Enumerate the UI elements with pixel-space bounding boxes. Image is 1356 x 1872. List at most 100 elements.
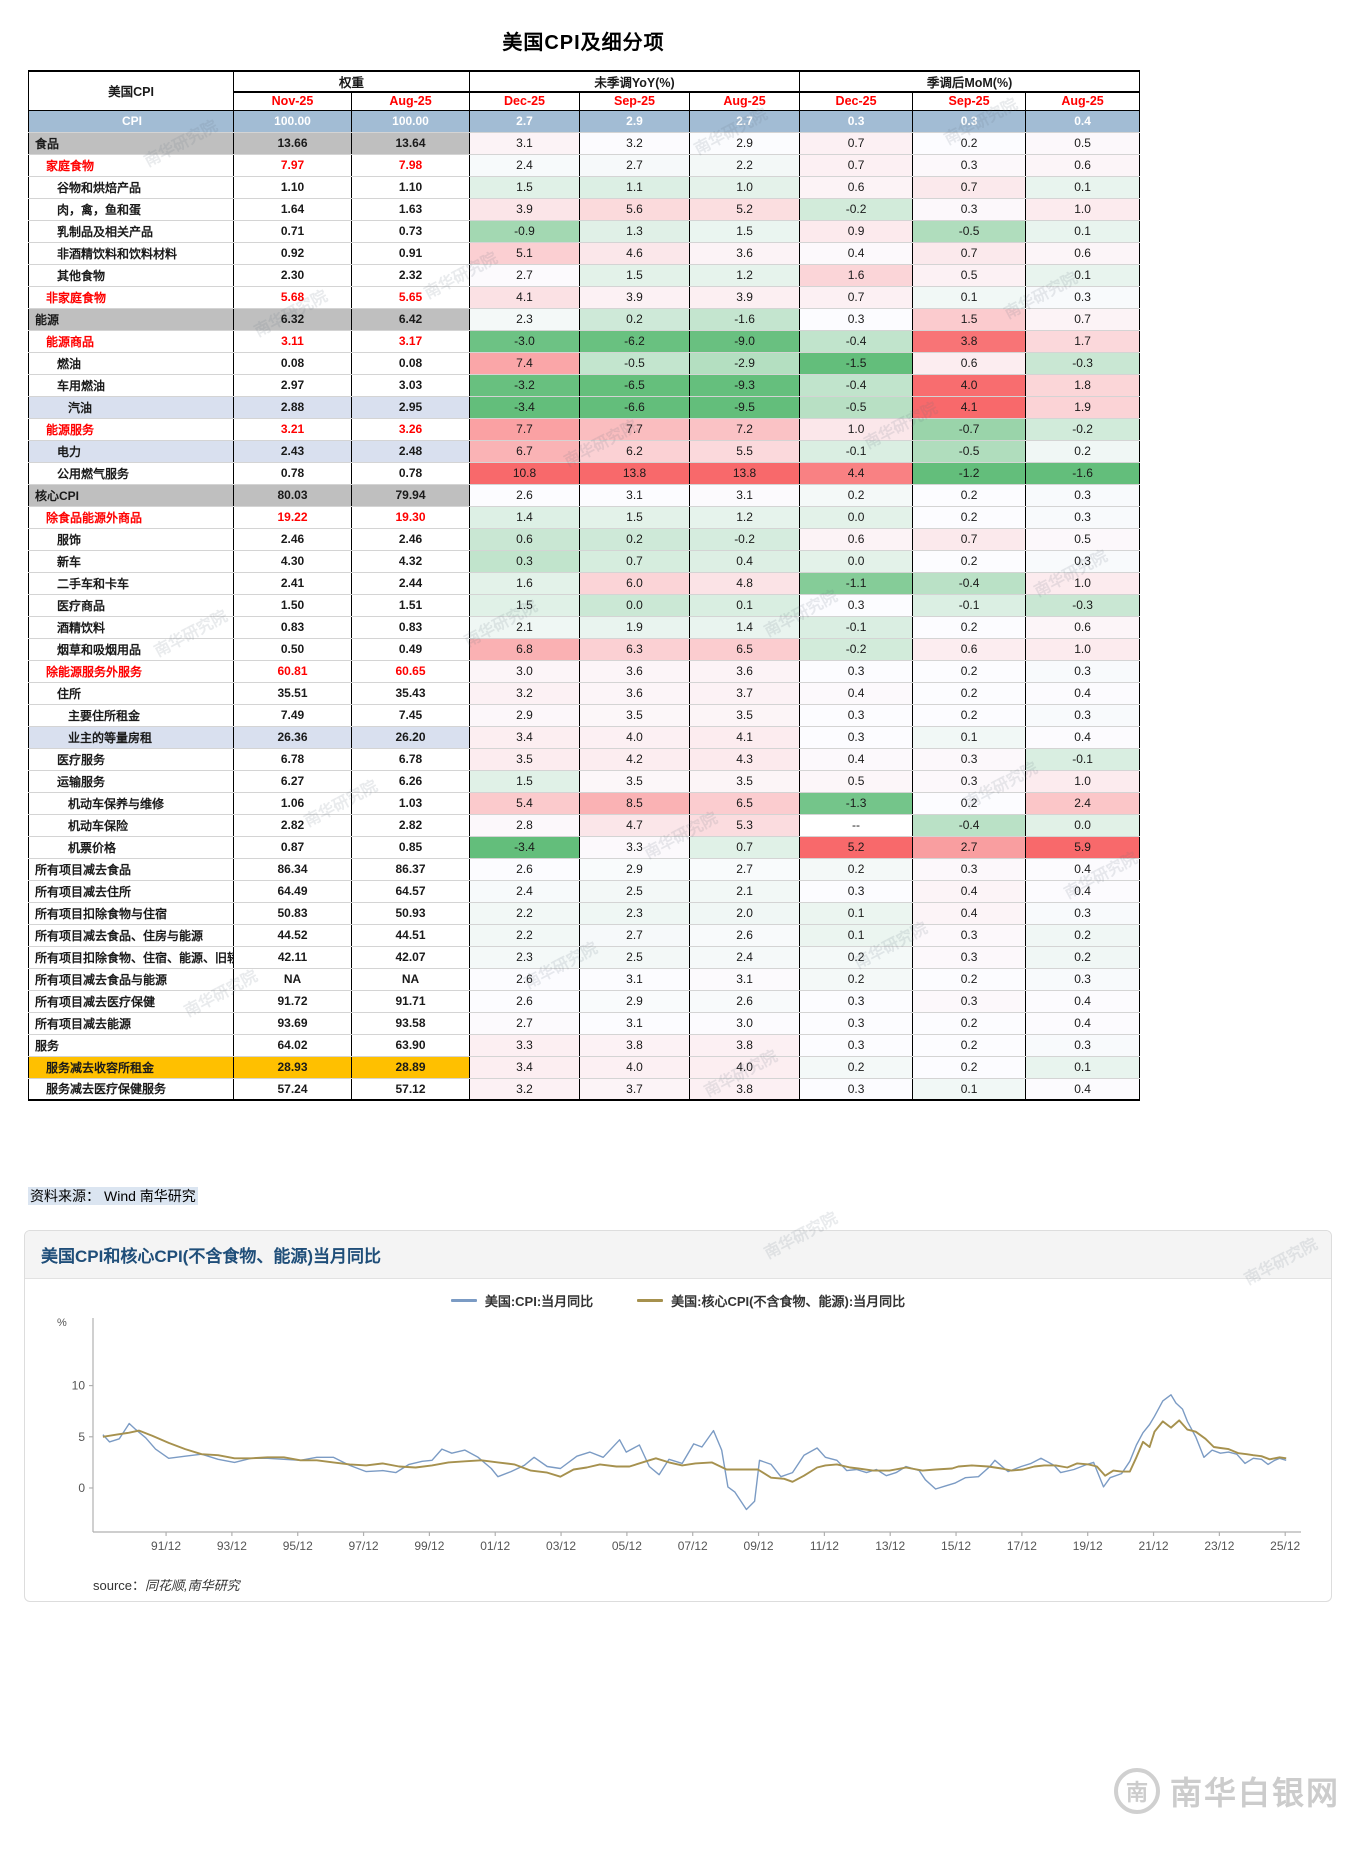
mom-cell: 0.5 bbox=[799, 770, 914, 793]
yoy-cell: 2.6 bbox=[469, 857, 581, 881]
group-header-mom: 季调后MoM(%) bbox=[799, 70, 1141, 93]
weight-cell: 50.93 bbox=[351, 902, 471, 925]
table-row: 公用燃气服务 0.78 0.78 10.8 13.8 13.8 4.4 -1.2 -1.6 bbox=[28, 462, 1141, 485]
yoy-cell: 3.0 bbox=[689, 1012, 801, 1035]
legend-label-core-cpi: 美国:核心CPI(不含食物、能源):当月同比 bbox=[671, 1294, 906, 1309]
mom-cell: 5.2 bbox=[799, 836, 914, 859]
svg-text:11/12: 11/12 bbox=[810, 1539, 839, 1553]
watermark-logo-text: 南华白银网 bbox=[1169, 1775, 1340, 1811]
weight-cell: 3.26 bbox=[351, 418, 471, 441]
mom-cell: -1.2 bbox=[912, 462, 1027, 485]
yoy-cell: 2.9 bbox=[579, 990, 691, 1013]
weight-cell: 2.30 bbox=[233, 264, 352, 287]
table-row: 服务减去收容所租金 28.93 28.89 3.4 4.0 4.0 0.2 0.2 0.1 bbox=[28, 1056, 1141, 1079]
mom-cell: 0.3 bbox=[1025, 483, 1141, 507]
yoy-cell: 5.6 bbox=[579, 198, 691, 221]
weight-cell: 2.44 bbox=[351, 572, 471, 595]
weight-cell: 0.50 bbox=[233, 638, 352, 661]
row-label: 非酒精饮料和饮料材料 bbox=[28, 242, 234, 265]
yoy-cell: 2.6 bbox=[469, 990, 581, 1013]
mom-cell: -0.5 bbox=[799, 396, 914, 419]
weight-cell: 64.02 bbox=[233, 1034, 352, 1057]
weight-cell: 42.11 bbox=[233, 946, 352, 969]
mom-cell: 0.2 bbox=[912, 682, 1027, 705]
mom-cell: 2.7 bbox=[912, 836, 1027, 859]
mom-cell: 0.3 bbox=[1025, 286, 1141, 309]
yoy-cell: 3.5 bbox=[689, 704, 801, 727]
weight-cell: 28.89 bbox=[351, 1056, 471, 1079]
weight-cell: 79.94 bbox=[351, 483, 471, 507]
mom-cell: 0.3 bbox=[799, 594, 914, 617]
weight-cell: 44.51 bbox=[351, 924, 471, 947]
mom-cell: 0.4 bbox=[1025, 726, 1141, 749]
weight-cell: 57.12 bbox=[351, 1078, 471, 1101]
yoy-cell: 3.5 bbox=[579, 704, 691, 727]
weight-cell: 44.52 bbox=[233, 924, 352, 947]
yoy-cell: 1.9 bbox=[579, 616, 691, 639]
row-label: 家庭食物 bbox=[28, 154, 234, 177]
yoy-cell: 3.5 bbox=[469, 748, 581, 771]
row-label: 所有项目扣除食物与住宿 bbox=[28, 902, 234, 925]
mom-cell: 0.3 bbox=[912, 924, 1027, 947]
weight-cell: 100.00 bbox=[351, 110, 471, 133]
yoy-cell: 3.7 bbox=[579, 1078, 691, 1101]
table-source-prefix: 资料来源： bbox=[28, 1187, 102, 1205]
mom-cell: -0.1 bbox=[799, 616, 914, 639]
table-row: 除食品能源外商品 19.22 19.30 1.4 1.5 1.2 0.0 0.2 0.3 bbox=[28, 506, 1141, 529]
mom-cell: 1.7 bbox=[1025, 330, 1141, 353]
row-label: 新车 bbox=[28, 550, 234, 573]
weight-cell: 1.51 bbox=[351, 594, 471, 617]
mom-cell: 0.2 bbox=[912, 968, 1027, 991]
yoy-cell: 2.7 bbox=[689, 857, 801, 881]
mom-cell: 0.3 bbox=[799, 1078, 914, 1101]
yoy-cell: 0.7 bbox=[579, 550, 691, 573]
mom-cell: 0.4 bbox=[1025, 880, 1141, 903]
weight-cell: 0.87 bbox=[233, 836, 352, 859]
mom-cell: -1.6 bbox=[1025, 462, 1141, 485]
group-header-weight: 权重 bbox=[232, 70, 471, 93]
mom-cell: -0.5 bbox=[912, 220, 1027, 243]
svg-text:91/12: 91/12 bbox=[151, 1539, 181, 1553]
mom-cell: 0.1 bbox=[799, 924, 914, 947]
mom-cell: -0.7 bbox=[912, 418, 1027, 441]
row-label: 肉，禽，鱼和蛋 bbox=[28, 198, 234, 221]
table-row: 所有项目减去能源 93.69 93.58 2.7 3.1 3.0 0.3 0.2 0.4 bbox=[28, 1012, 1141, 1035]
mom-cell: 0.3 bbox=[912, 946, 1027, 969]
mom-cell: 0.2 bbox=[912, 506, 1027, 529]
mom-cell: 1.0 bbox=[799, 418, 914, 441]
yoy-cell: 3.2 bbox=[469, 1078, 581, 1101]
table-row: CPI 100.00 100.00 2.7 2.9 2.7 0.3 0.3 0.4 bbox=[28, 110, 1141, 133]
cpi-series-line bbox=[102, 1394, 1287, 1511]
mom-cell: 0.0 bbox=[799, 550, 914, 573]
col-header-weight-aug25: Aug-25 bbox=[350, 91, 471, 111]
yoy-cell: 2.0 bbox=[689, 902, 801, 925]
yoy-cell: 0.2 bbox=[579, 528, 691, 551]
yoy-cell: 2.9 bbox=[689, 131, 801, 155]
mom-cell: 0.5 bbox=[1025, 528, 1141, 551]
row-label: 二手车和卡车 bbox=[28, 572, 234, 595]
yoy-cell: 7.7 bbox=[469, 418, 581, 441]
row-label: 除能源服务外服务 bbox=[28, 660, 234, 683]
mom-cell: 0.4 bbox=[912, 880, 1027, 903]
mom-cell: 0.2 bbox=[799, 1056, 914, 1079]
weight-cell: 28.93 bbox=[233, 1056, 352, 1079]
mom-cell: 0.2 bbox=[912, 660, 1027, 683]
svg-text:21/12: 21/12 bbox=[1139, 1539, 1169, 1553]
mom-cell: 0.7 bbox=[799, 154, 914, 177]
mom-cell: 0.6 bbox=[1025, 616, 1141, 639]
weight-cell: 0.91 bbox=[351, 242, 471, 265]
row-label: 服务 bbox=[28, 1034, 234, 1057]
mom-cell: 0.3 bbox=[912, 748, 1027, 771]
weight-cell: 4.32 bbox=[351, 550, 471, 573]
mom-cell: 1.9 bbox=[1025, 396, 1141, 419]
yoy-cell: 1.5 bbox=[689, 220, 801, 243]
table-row: 所有项目减去食品与能源 NA NA 2.6 3.1 3.1 0.2 0.2 0.3 bbox=[28, 968, 1141, 991]
yoy-cell: 4.6 bbox=[579, 242, 691, 265]
table-row: 燃油 0.08 0.08 7.4 -0.5 -2.9 -1.5 0.6 -0.3 bbox=[28, 352, 1141, 375]
mom-cell: 0.3 bbox=[912, 198, 1027, 221]
row-label: 食品 bbox=[28, 131, 234, 155]
yoy-cell: 6.7 bbox=[469, 440, 581, 463]
yoy-cell: 3.6 bbox=[579, 660, 691, 683]
table-row: 服饰 2.46 2.46 0.6 0.2 -0.2 0.6 0.7 0.5 bbox=[28, 528, 1141, 551]
weight-cell: 64.49 bbox=[233, 880, 352, 903]
